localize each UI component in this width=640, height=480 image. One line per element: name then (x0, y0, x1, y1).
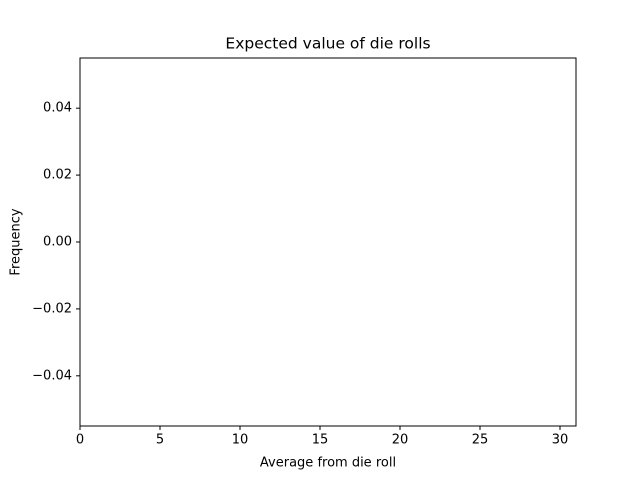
x-axis-label: Average from die roll (260, 456, 396, 471)
y-axis-label: Frequency (9, 208, 24, 275)
x-tick-label: 20 (392, 433, 409, 448)
y-tick-label: −0.02 (32, 301, 72, 316)
y-tick-label: −0.04 (32, 368, 72, 383)
x-tick-label: 0 (76, 433, 84, 448)
x-tick-label: 10 (232, 433, 249, 448)
chart-title: Expected value of die rolls (225, 35, 430, 53)
y-tick-label: 0.04 (43, 101, 72, 116)
x-tick-label: 25 (472, 433, 489, 448)
x-tick-label: 15 (312, 433, 329, 448)
y-tick-label: 0.00 (43, 235, 72, 250)
x-tick-label: 5 (156, 433, 164, 448)
y-tick-label: 0.02 (43, 168, 72, 183)
x-tick-label: 30 (552, 433, 569, 448)
